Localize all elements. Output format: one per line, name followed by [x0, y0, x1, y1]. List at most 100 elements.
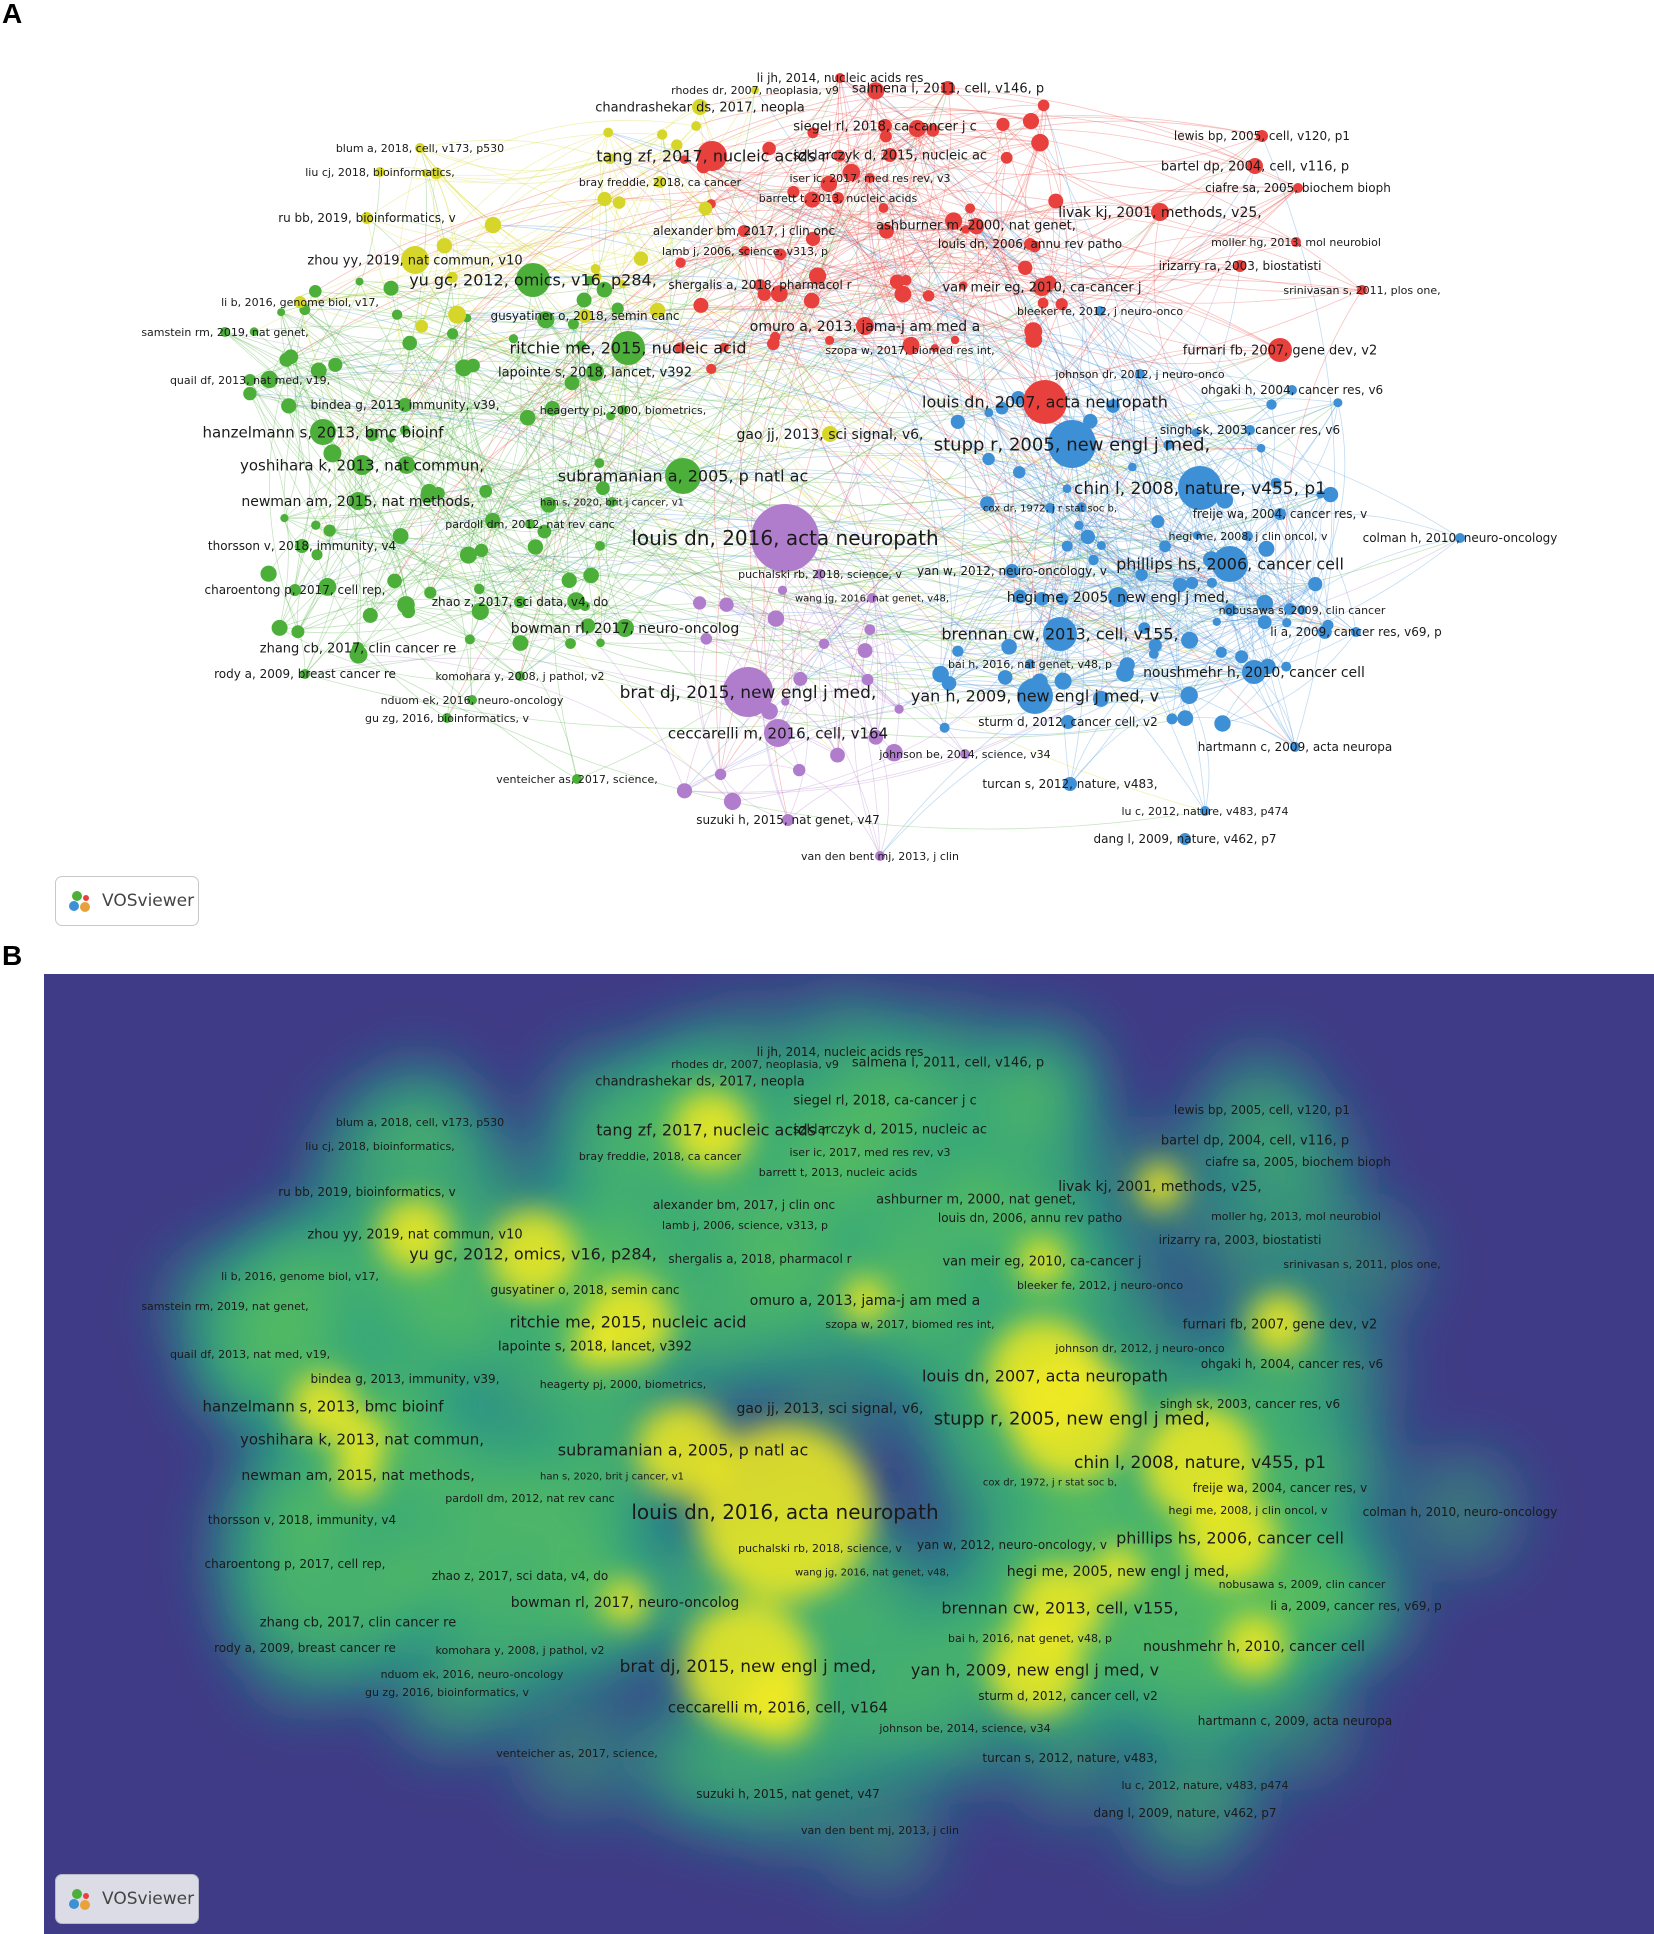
network-node-small	[1308, 577, 1323, 592]
network-node-small	[1001, 639, 1017, 655]
network-node-small	[328, 357, 343, 372]
edge	[988, 458, 1158, 522]
edge	[1078, 525, 1266, 604]
edge	[1139, 373, 1197, 433]
edge	[467, 317, 1190, 641]
density-blob-mid	[562, 1422, 643, 1503]
edge	[478, 588, 588, 627]
network-node	[740, 246, 750, 256]
edge	[269, 378, 786, 539]
network-node-small	[1192, 531, 1202, 540]
edge	[851, 172, 1063, 600]
network-node-small	[714, 768, 727, 780]
node-label: szklarczyk d, 2015, nucleic ac	[793, 149, 987, 164]
node-label: zhang cb, 2017, clin cancer re	[260, 642, 456, 657]
network-node-small	[803, 292, 820, 309]
edge	[404, 429, 1251, 507]
edge	[1069, 639, 1190, 785]
edge	[609, 158, 1042, 691]
density-blob-high	[1142, 1404, 1258, 1520]
network-node	[1025, 659, 1035, 669]
network-node-small	[950, 414, 965, 429]
density-label: barrett t, 2013, nucleic acids	[759, 1166, 918, 1179]
edge	[1034, 187, 1299, 697]
edge	[768, 148, 1034, 340]
node-label: lamb j, 2006, science, v313, p	[662, 245, 828, 258]
edge	[819, 573, 900, 710]
edge	[947, 87, 1008, 158]
network-node	[295, 539, 309, 553]
edge	[957, 165, 1256, 423]
edge	[819, 573, 900, 710]
network-node-small	[1206, 577, 1217, 588]
network-node-small	[604, 153, 616, 165]
edge	[279, 627, 521, 681]
edge	[1066, 488, 1206, 812]
density-label: quail df, 2013, nat med, v19,	[170, 1348, 330, 1361]
edge	[661, 134, 706, 209]
node-label: tang zf, 2017, nucleic acids r	[596, 147, 828, 166]
network-node-small	[1000, 151, 1013, 164]
edge	[299, 134, 663, 303]
edge	[332, 229, 966, 454]
edge	[315, 277, 453, 526]
edge	[370, 279, 534, 616]
network-node-small	[387, 573, 402, 589]
edge	[661, 134, 706, 209]
edge	[224, 331, 401, 537]
edge	[249, 393, 895, 753]
network-node-small	[537, 524, 552, 539]
network-node	[1297, 605, 1307, 615]
edge	[316, 224, 494, 555]
edge	[898, 165, 1256, 710]
network-node-small	[945, 212, 963, 230]
edge	[944, 671, 1255, 736]
network-node-small	[982, 452, 995, 466]
edge	[954, 224, 979, 341]
node-label: van den bent mj, 2013, j clin	[801, 850, 959, 863]
network-node-small	[1037, 297, 1049, 309]
edge	[457, 311, 989, 460]
network-node-small	[818, 638, 830, 649]
density-blob-high	[571, 1322, 619, 1370]
edge	[299, 299, 422, 327]
edge	[1166, 444, 1222, 653]
node-label: shergalis a, 2018, pharmacol r	[668, 278, 851, 292]
edge	[404, 279, 534, 431]
network-node	[764, 719, 792, 747]
edge	[812, 199, 1297, 268]
network-node	[467, 695, 477, 705]
edge	[591, 158, 611, 269]
network-node	[738, 225, 750, 237]
edge	[657, 310, 1173, 720]
edge	[624, 612, 1296, 748]
density-blob-mid	[1420, 1472, 1500, 1552]
edge	[723, 77, 841, 348]
node-label: freije wa, 2004, cancer res, v	[1193, 507, 1367, 521]
network-node	[1151, 203, 1169, 221]
edge	[1071, 443, 1249, 537]
network-node-small	[612, 196, 626, 209]
edge	[372, 343, 411, 435]
density-blob-high	[1222, 1614, 1286, 1678]
edge	[463, 367, 966, 755]
network-node-small	[861, 673, 874, 686]
edge	[548, 262, 681, 506]
edge	[390, 438, 469, 556]
density-label: li b, 2016, genome biol, v17,	[221, 1270, 379, 1283]
edge	[823, 432, 1197, 645]
edge	[811, 199, 911, 351]
network-node-small	[485, 512, 501, 529]
edge	[284, 415, 611, 519]
edge	[597, 275, 1133, 468]
density-label: johnson be, 2014, science, v34	[878, 1722, 1050, 1735]
edge	[284, 488, 1068, 575]
edge	[1314, 402, 1346, 585]
edge	[1247, 404, 1275, 537]
edge	[472, 307, 866, 366]
edge	[529, 444, 1201, 525]
edge	[421, 224, 494, 327]
edge	[1188, 695, 1210, 812]
density-label: pardoll dm, 2012, nat rev canc	[445, 1492, 614, 1505]
edge	[316, 371, 596, 555]
